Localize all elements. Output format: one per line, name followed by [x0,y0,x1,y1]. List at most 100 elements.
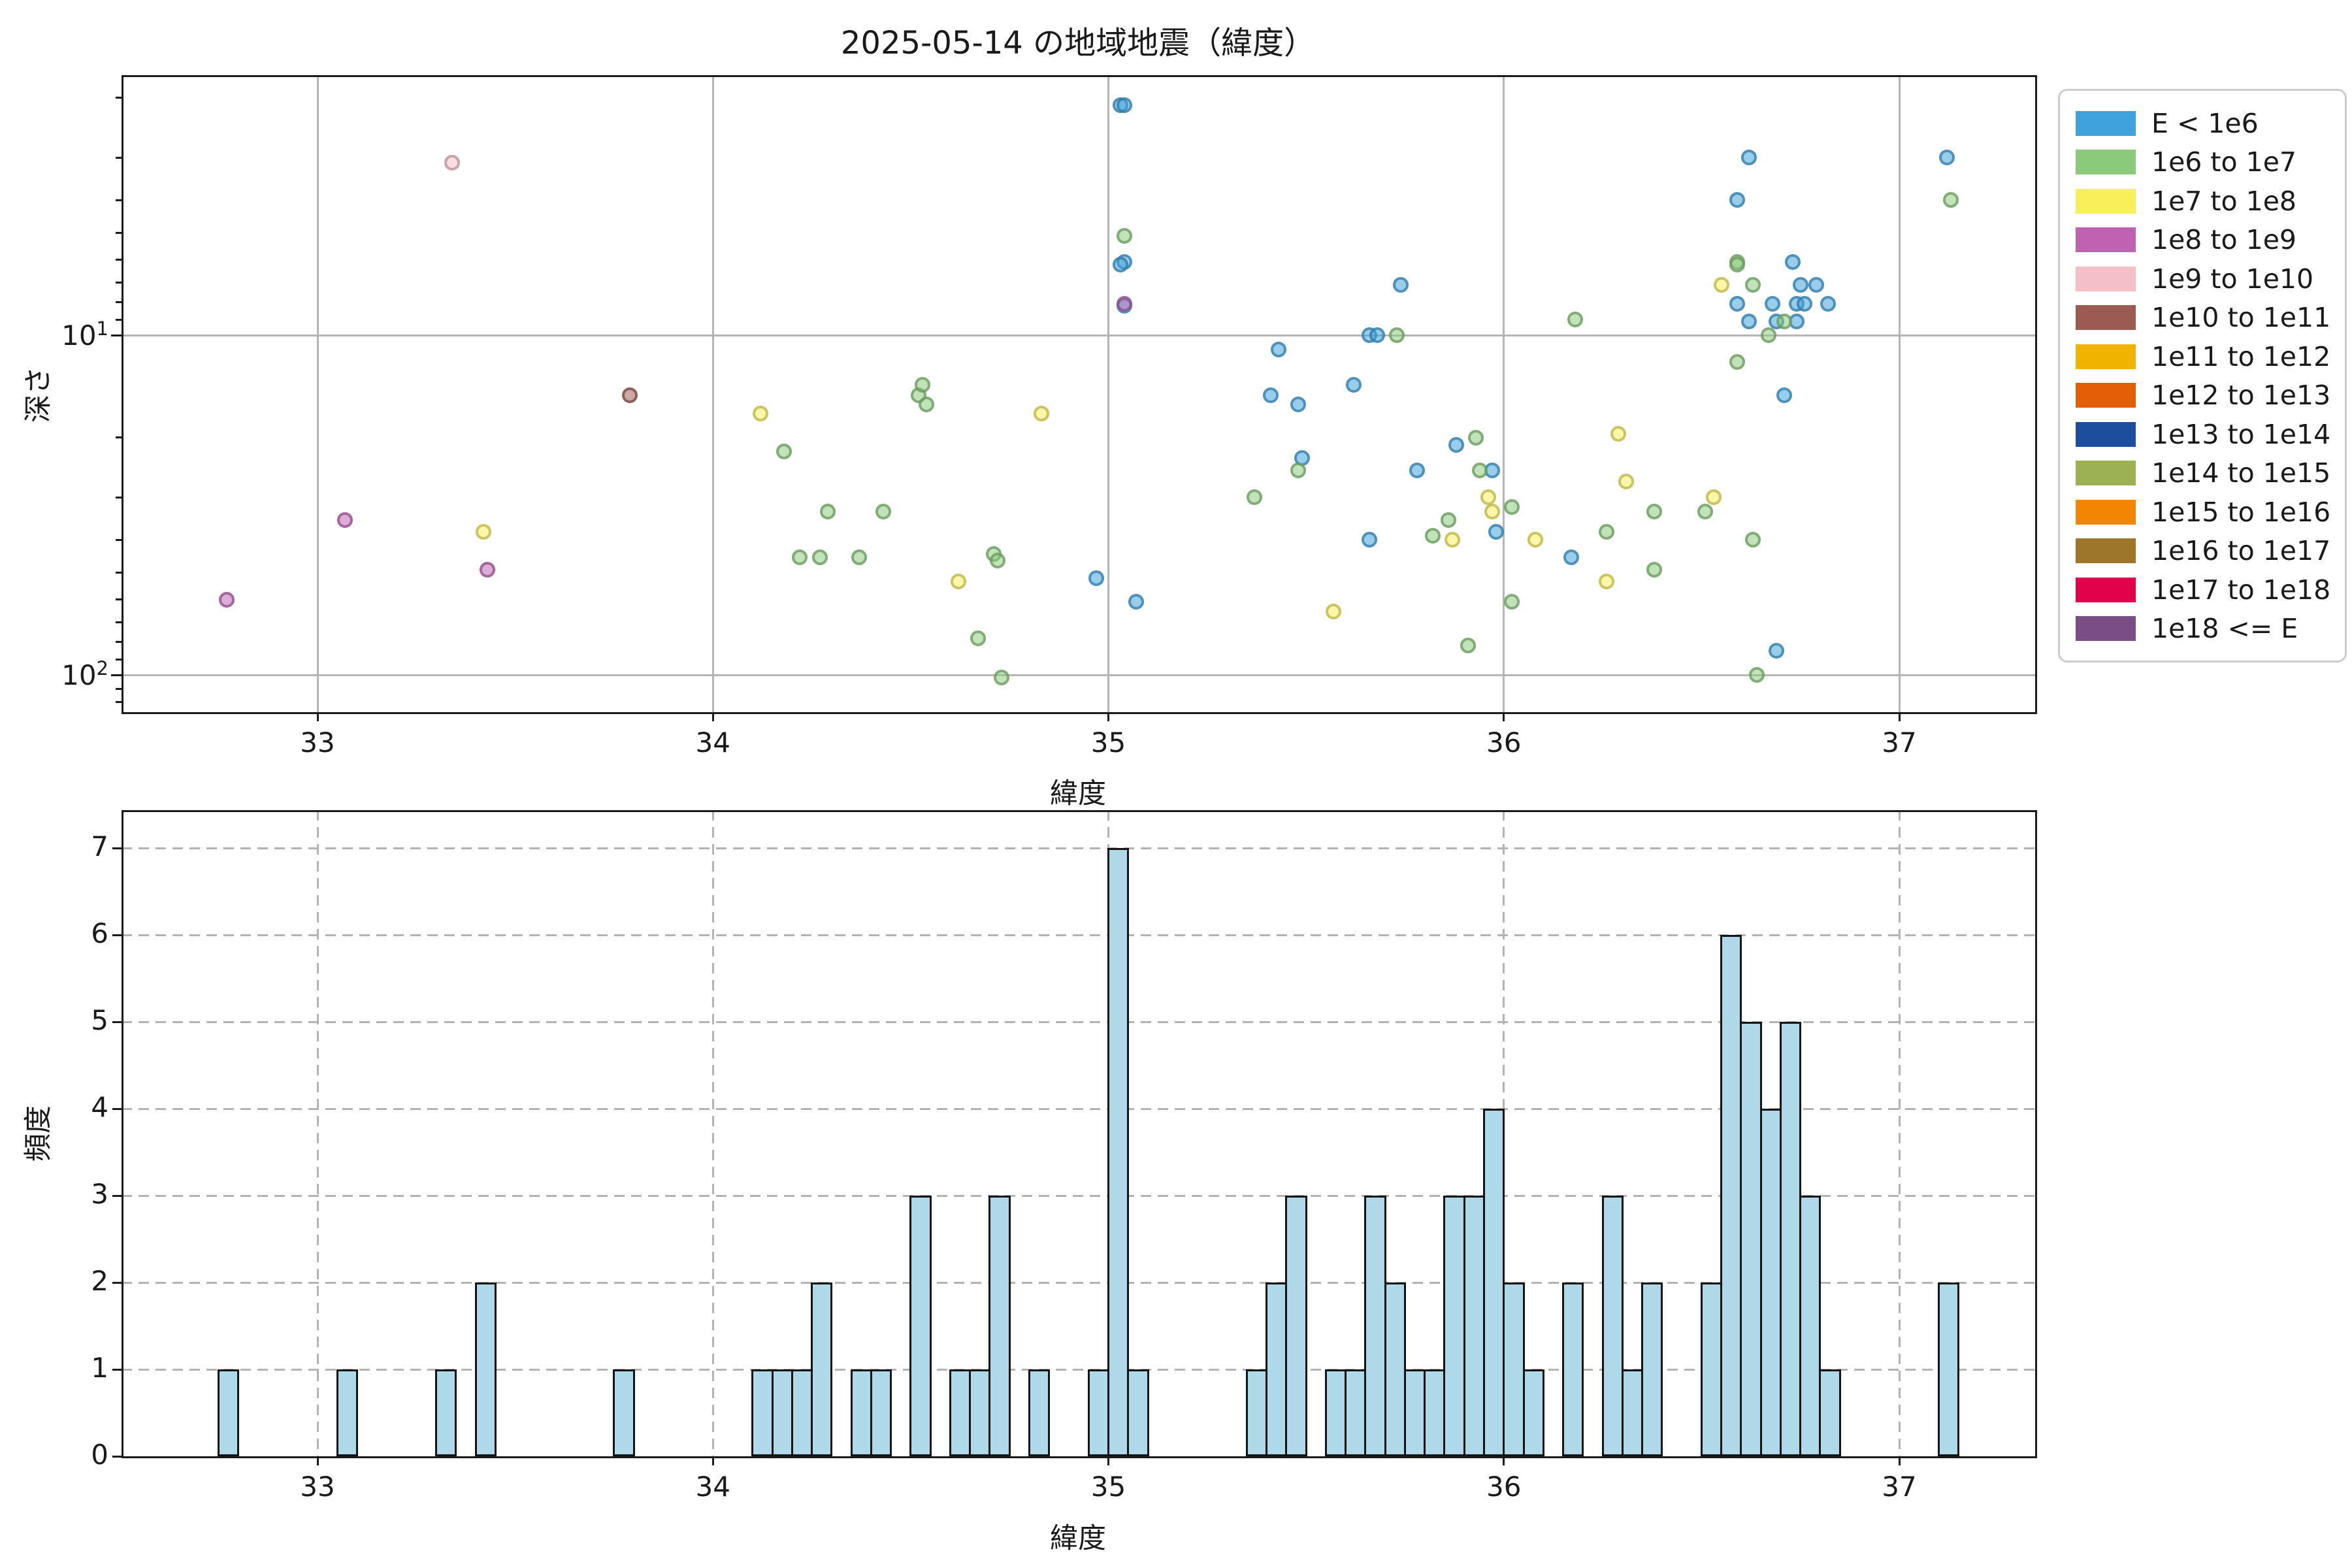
scatter-point [1784,254,1801,270]
scatter-point [1765,296,1781,312]
scatter-ytick-minor [116,658,122,661]
hist-bar [1127,1369,1149,1456]
legend-label: 1e7 to 1e8 [2151,185,2297,217]
scatter-point [1792,276,1808,293]
scatter-point [1796,296,1812,312]
scatter-point [1503,594,1520,610]
hist-bar [969,1369,991,1456]
scatter-point [1820,296,1837,312]
legend-label: 1e14 to 1e15 [2151,457,2331,489]
hist-bar [1938,1282,1960,1456]
hist-bar [1503,1282,1525,1456]
legend-label: 1e16 to 1e17 [2151,535,2331,567]
scatter-xtick-label: 37 [1882,727,1917,759]
scatter-point [752,405,768,421]
hist-bar [1403,1369,1426,1456]
legend-swatch [2076,266,2136,291]
scatter-point [1361,532,1377,548]
scatter-point [337,512,353,528]
scatter-point [1599,524,1615,540]
hist-bar [1245,1369,1268,1456]
scatter-point [1262,387,1279,403]
scatter-gridline-x [711,75,714,712]
legend-item: 1e17 to 1e18 [2076,570,2345,610]
hist-gridline-y [122,934,2035,936]
scatter-point [1484,503,1500,519]
scatter-ytick-minor [116,259,122,261]
hist-bar [870,1369,892,1456]
scatter-ytick-minor [116,700,122,703]
scatter-ytick-minor [116,156,122,159]
scatter-point [1776,387,1793,403]
scatter-ytick-minor [116,496,122,498]
scatter-point [444,154,460,171]
scatter-point [1424,528,1441,544]
legend-swatch [2076,616,2136,642]
scatter-point [1290,462,1307,478]
hist-bar [1482,1109,1505,1456]
scatter-point [1942,192,1959,208]
legend-item: 1e12 to 1e13 [2076,376,2345,416]
scatter-point [1745,532,1761,548]
legend-swatch [2076,110,2136,136]
legend-label: 1e6 to 1e7 [2151,146,2297,178]
scatter-gridline-x [316,75,319,712]
scatter-gridline-x [1503,75,1505,712]
hist-gridline-y [122,1021,2035,1023]
scatter-ytick-minor [116,598,122,601]
legend-item: 1e18 <= E [2076,610,2345,649]
hist-gridline-x [711,810,714,1456]
hist-gridline-x [1898,810,1901,1456]
hist-xtick-label: 37 [1882,1471,1917,1503]
scatter-point [480,561,496,578]
scatter-point [1938,150,1955,166]
scatter-ytick-minor [116,301,122,304]
scatter-point [1393,276,1409,293]
scatter-point [1646,561,1662,578]
legend-swatch [2076,188,2136,214]
scatter-ytick-mark [111,674,122,676]
scatter-point [1128,594,1144,610]
scatter-frame [122,75,2037,714]
hist-bar [909,1196,932,1456]
scatter-point [875,503,891,519]
hist-ytick-mark [112,1455,122,1458]
scatter-point [1369,327,1386,343]
legend-swatch [2076,150,2136,175]
scatter-point [1345,376,1362,393]
hist-bar [218,1369,240,1456]
hist-bar [1345,1369,1367,1456]
scatter-point [1599,573,1615,589]
scatter-point [1713,276,1729,293]
legend-swatch [2076,538,2136,564]
hist-bar [850,1369,872,1456]
scatter-ytick-minor [116,571,122,574]
legend-item: 1e8 to 1e9 [2076,221,2345,260]
scatter-point [1472,462,1488,478]
hist-xtick-mark [1898,1456,1901,1465]
hist-bar [1364,1196,1386,1456]
hist-ytick-label: 7 [91,830,108,862]
scatter-ytick-minor [116,231,122,234]
hist-bar [1720,935,1742,1456]
hist-bar [1285,1196,1307,1456]
hist-bar [1324,1369,1347,1456]
scatter-point [1618,474,1635,490]
hist-xtick-label: 35 [1090,1471,1126,1503]
hist-xtick-mark [711,1456,714,1465]
scatter-xtick-label: 34 [695,727,730,759]
legend-item: 1e7 to 1e8 [2076,182,2345,221]
scatter-point [1116,97,1132,113]
hist-xtick-mark [316,1456,319,1465]
hist-bar [1107,848,1130,1456]
hist-bar [1562,1282,1584,1456]
scatter-point [1729,354,1745,370]
legend-label: 1e10 to 1e11 [2151,302,2331,334]
scatter-ytick-minor [116,281,122,284]
hist-gridline-x [316,810,319,1456]
legend-label: 1e9 to 1e10 [2151,263,2314,295]
scatter-point [1409,462,1425,478]
legend-label: 1e12 to 1e13 [2151,380,2331,412]
legend-swatch [2076,421,2136,447]
